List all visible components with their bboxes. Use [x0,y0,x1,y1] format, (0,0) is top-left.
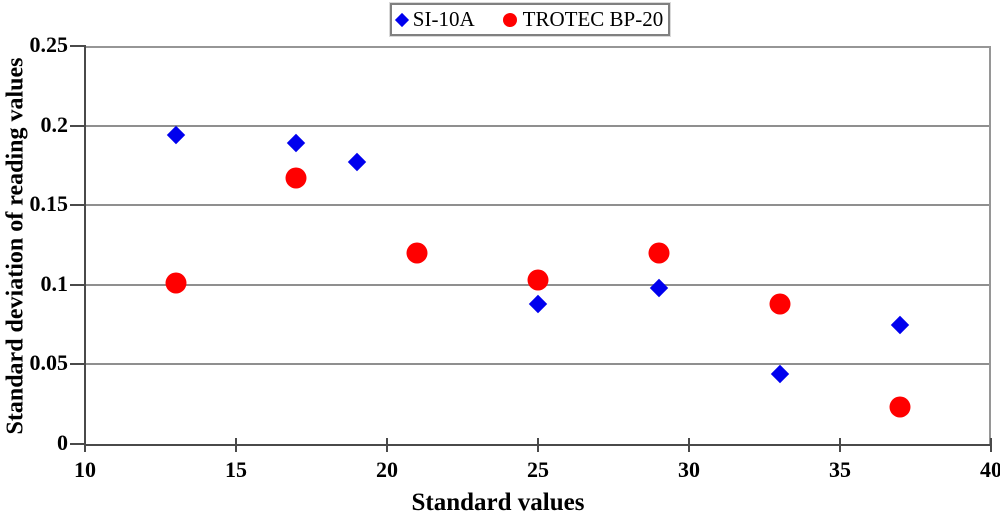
x-tick-mark [688,438,690,452]
x-tick-mark [990,438,992,452]
x-tick-mark [386,438,388,452]
y-tick-mark [70,443,86,445]
y-tick-label: 0.1 [40,270,69,296]
y-tick-mark [70,283,86,286]
legend-item-si-10a: SI-10A [394,7,475,32]
legend-label-trotec-bp-20: TROTEC BP-20 [522,7,664,31]
x-tick-mark [235,438,237,452]
y-tick-mark [70,204,86,207]
plot-area [85,46,991,446]
data-point-trotec-bp-20 [165,272,187,294]
x-tick-mark [537,438,539,452]
y-axis-title: Standard deviation of reading values [2,57,29,435]
gridline [86,363,989,366]
x-tick-mark [84,438,86,452]
diamond-marker-icon [394,12,409,27]
x-tick-label: 15 [225,457,247,482]
data-point-trotec-bp-20 [889,396,911,418]
x-axis-title: Standard values [411,489,585,516]
y-tick-label: 0 [57,430,68,455]
legend-label-si-10a: SI-10A [412,7,475,31]
x-tick-label: 20 [376,457,398,482]
data-point-trotec-bp-20 [285,167,307,189]
y-tick-label: 0.25 [29,32,69,57]
y-tick-label: 0.2 [40,111,69,137]
y-tick-mark [70,45,86,47]
x-tick-label: 30 [678,457,700,482]
data-point-trotec-bp-20 [406,242,428,264]
circle-marker-icon [502,12,517,27]
gridline [86,204,989,207]
x-tick-label: 40 [980,457,1000,482]
x-tick-label: 10 [74,457,96,482]
y-tick-mark [70,124,86,127]
y-axis-line [84,46,86,446]
x-tick-label: 25 [527,457,549,482]
data-point-trotec-bp-20 [527,269,549,291]
y-tick-mark [70,363,86,366]
y-tick-label: 0.05 [29,350,69,376]
data-point-trotec-bp-20 [648,242,670,264]
legend-item-trotec-bp-20: TROTEC BP-20 [502,7,664,32]
x-tick-label: 35 [829,457,851,482]
gridline [86,124,989,127]
x-tick-mark [839,438,841,452]
legend: SI-10A TROTEC BP-20 [390,3,670,36]
data-point-trotec-bp-20 [769,293,791,315]
y-tick-label: 0.15 [29,191,69,217]
